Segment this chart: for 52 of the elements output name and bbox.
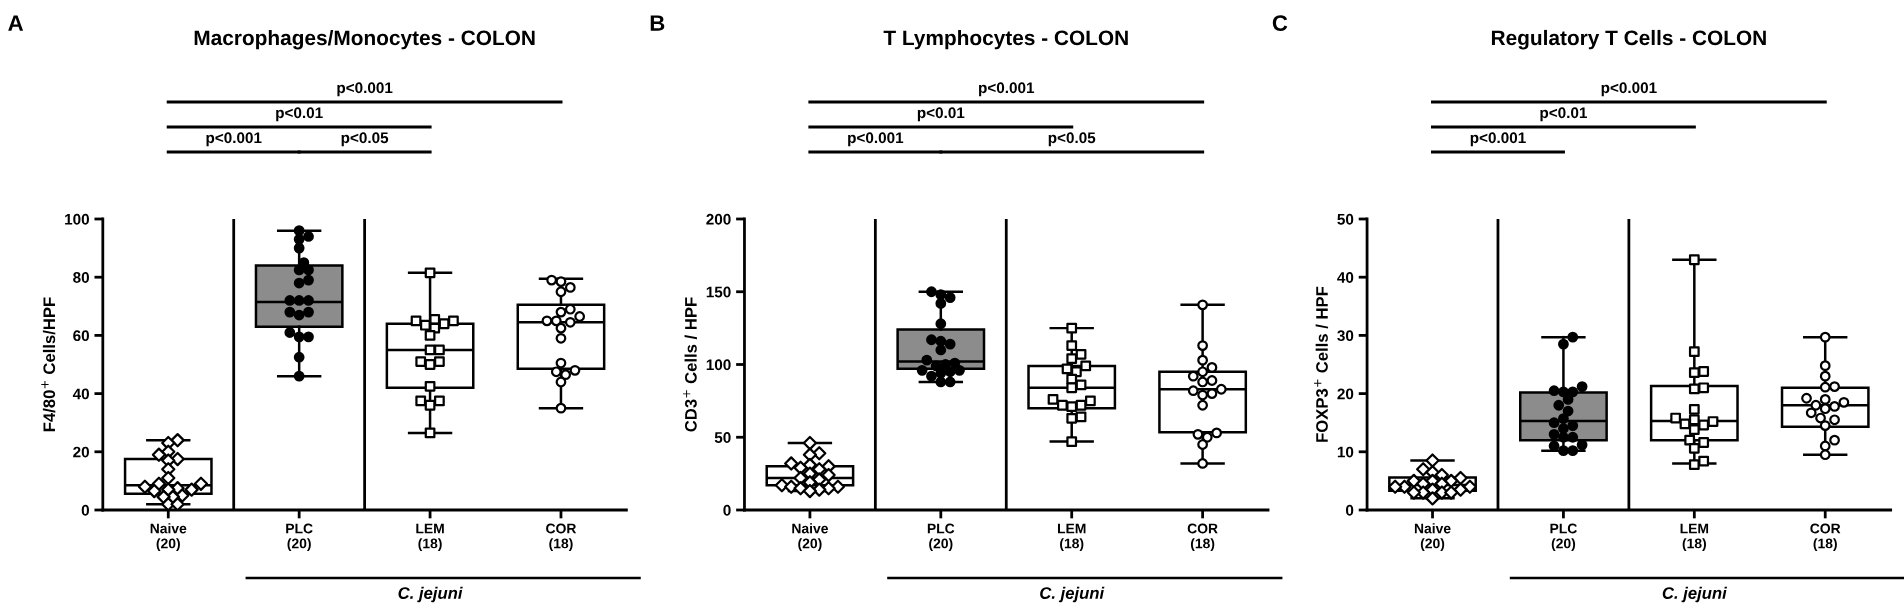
x-tick-label: PLC (20) xyxy=(927,523,955,552)
y-tick-label: 0 xyxy=(81,504,89,516)
text: p<0.01 xyxy=(1540,107,1587,122)
x-tick-label: LEM (18) xyxy=(1680,523,1709,552)
text: C. jejuni xyxy=(398,586,463,603)
text: p<0.01 xyxy=(917,107,965,122)
y-tick-label: 0 xyxy=(1345,504,1354,516)
y-tick-label: 150 xyxy=(706,286,731,298)
y-axis-title: F4/80$^{+}$ Cells/HPF xyxy=(41,297,56,432)
x-tick-label: Naive (20) xyxy=(1414,523,1451,552)
x-tick-label: Naive (20) xyxy=(792,523,828,552)
x-tick-label: LEM (18) xyxy=(416,523,444,552)
text: p<0.001 xyxy=(848,132,904,147)
text: B xyxy=(650,15,665,31)
x-tick-label: Naive (20) xyxy=(150,523,187,552)
text: p<0.001 xyxy=(206,132,262,147)
x-tick-label: PLC (20) xyxy=(1550,523,1577,552)
text: p<0.01 xyxy=(276,107,323,122)
x-tick-label: LEM (18) xyxy=(1057,523,1086,552)
chart-title: Macrophages/Monocytes - COLON xyxy=(194,29,535,50)
text: p<0.001 xyxy=(1601,82,1657,97)
y-tick-label: 40 xyxy=(1337,272,1354,283)
x-tick-label: PLC (20) xyxy=(286,523,313,552)
text: p<0.001 xyxy=(979,82,1035,97)
x-tick-label: COR (18) xyxy=(1187,523,1218,552)
y-tick-label: 200 xyxy=(706,213,731,225)
y-tick-label: 0 xyxy=(723,504,731,516)
y-axis-title: FOXP3$^{+}$ Cells / HPF xyxy=(1314,286,1329,442)
text: C. jejuni xyxy=(1662,586,1728,603)
x-tick-label: COR (18) xyxy=(546,523,577,552)
text: p<0.05 xyxy=(1048,132,1096,147)
y-tick-label: 50 xyxy=(714,432,731,443)
x-tick-label: COR (18) xyxy=(1810,523,1841,552)
y-tick-label: 100 xyxy=(706,359,731,371)
chart-title: Regulatory T Cells - COLON xyxy=(1491,29,1766,50)
text: A xyxy=(8,15,24,31)
y-tick-label: 10 xyxy=(1337,446,1354,458)
y-tick-label: 30 xyxy=(1337,330,1354,342)
y-tick-label: 80 xyxy=(73,272,89,283)
y-tick-label: 50 xyxy=(1337,213,1354,225)
y-tick-label: 60 xyxy=(73,330,89,342)
y-axis-title: CD3$^{+}$ Cells / HPF xyxy=(682,297,697,432)
y-tick-label: 100 xyxy=(65,213,89,225)
text: p<0.001 xyxy=(337,82,393,97)
y-tick-label: 40 xyxy=(72,388,89,400)
text: p<0.001 xyxy=(1470,132,1526,147)
text: C. jejuni xyxy=(1040,586,1105,603)
y-tick-label: 20 xyxy=(1337,388,1354,400)
text: p<0.05 xyxy=(341,132,389,147)
y-tick-label: 20 xyxy=(73,446,89,458)
chart-title: T Lymphocytes - COLON xyxy=(883,29,1128,50)
text: C xyxy=(1272,15,1288,31)
